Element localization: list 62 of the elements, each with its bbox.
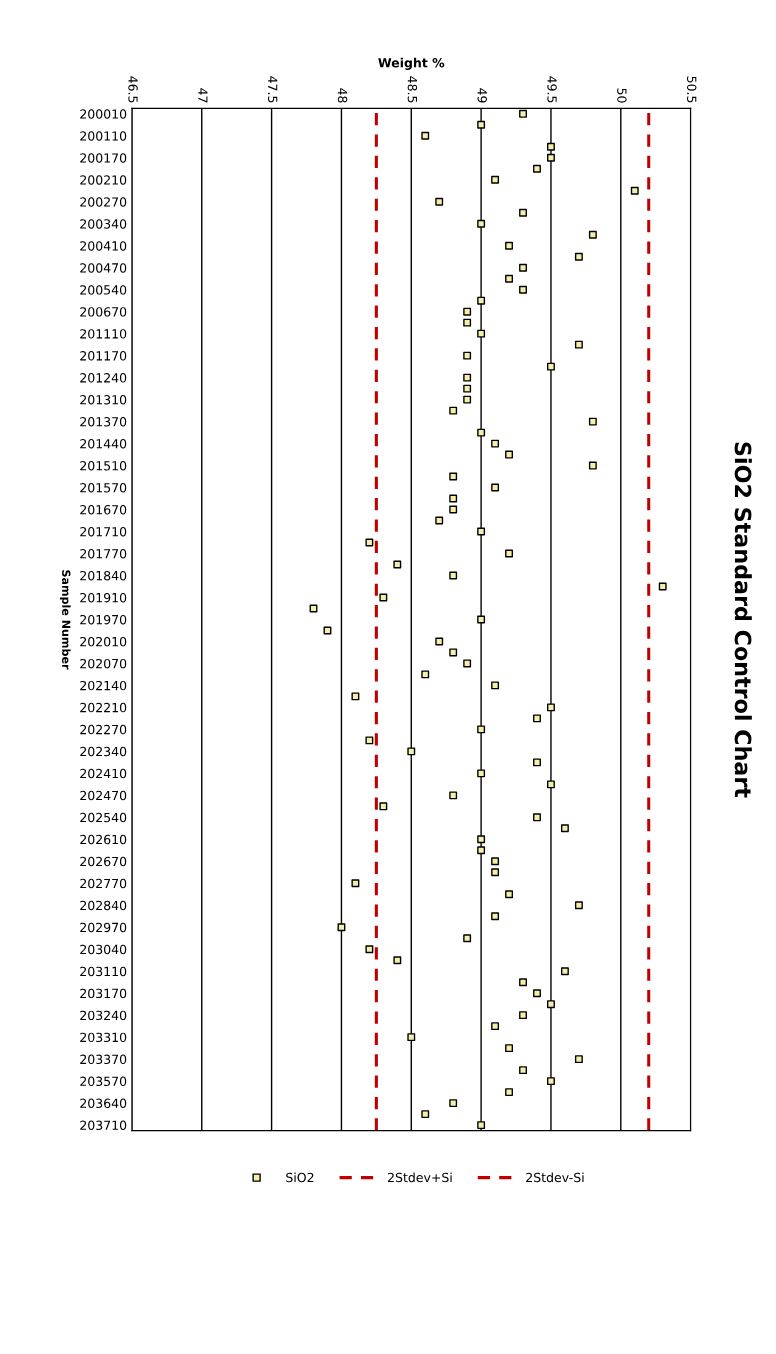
text: SiO2 Standard Control Chart — [734, 442, 752, 798]
legend-label: 2Stdev+Si — [388, 1172, 452, 1183]
y-tick-label: 201110 — [80, 329, 127, 339]
y-tick-label: 203240 — [80, 1010, 127, 1021]
y-tick-label: 201710 — [80, 526, 127, 537]
y-tick-label: 202610 — [80, 834, 127, 845]
x-tick-label: 50.5 — [687, 76, 697, 103]
y-tick-label: 200410 — [80, 241, 127, 251]
y-tick-label: 202140 — [80, 680, 127, 691]
y-tick-label: 200670 — [80, 307, 127, 317]
y-tick-label: 202840 — [80, 900, 127, 911]
y-tick-label: 200170 — [80, 153, 127, 163]
y-tick-label: 203640 — [80, 1098, 127, 1109]
x-tick-label: 47 — [198, 88, 208, 103]
x-tick-label: 48 — [337, 88, 348, 103]
x-tick-label: 49.5 — [547, 76, 557, 103]
y-tick-label: 201440 — [80, 439, 127, 449]
y-tick-label: 202270 — [80, 724, 127, 735]
y-axis-title: Sample Number — [59, 570, 71, 670]
y-tick-label: 203710 — [80, 1120, 127, 1131]
y-tick-label: 202470 — [80, 790, 127, 801]
y-tick-label: 201910 — [80, 592, 127, 603]
y-tick-label: 202670 — [80, 856, 127, 867]
y-tick-label: 201310 — [80, 395, 127, 405]
y-tick-label: 202340 — [80, 746, 127, 757]
x-tick-label: 50 — [617, 88, 627, 103]
y-tick-label: 201170 — [80, 351, 127, 361]
x-tick-label: 48.5 — [407, 76, 418, 103]
y-tick-label: 201240 — [80, 373, 127, 383]
y-tick-label: 203310 — [80, 1032, 127, 1043]
y-tick-label: 201570 — [80, 483, 127, 493]
y-tick-label: 201770 — [80, 548, 127, 559]
y-tick-label: 200540 — [80, 285, 127, 295]
y-tick-label: 203040 — [80, 944, 127, 955]
y-tick-label: 202970 — [80, 922, 127, 933]
y-tick-label: 201840 — [80, 570, 127, 581]
x-axis-title: Weight % — [378, 57, 445, 70]
y-tick-label: 203110 — [80, 966, 127, 977]
legend-label: 2Stdev-Si — [526, 1172, 584, 1183]
y-tick-label: 202010 — [80, 636, 127, 647]
y-tick-label: 200110 — [80, 131, 127, 141]
y-tick-label: 200010 — [80, 109, 127, 119]
y-tick-label: 201370 — [80, 417, 127, 427]
y-tick-label: 202410 — [80, 768, 127, 779]
x-tick-label: 47.5 — [267, 76, 278, 103]
y-tick-label: 203370 — [80, 1054, 127, 1065]
y-tick-label: 200270 — [80, 197, 127, 207]
y-tick-label: 202070 — [80, 658, 127, 669]
y-tick-label: 200340 — [80, 219, 127, 229]
y-tick-label: 203170 — [80, 988, 127, 999]
y-tick-label: 200210 — [80, 175, 127, 185]
y-tick-label: 203570 — [80, 1076, 127, 1087]
legend-label: SiO2 — [286, 1172, 314, 1183]
y-tick-label: 200470 — [80, 263, 127, 273]
y-tick-label: 202540 — [80, 812, 127, 823]
y-tick-label: 202770 — [80, 878, 127, 889]
y-tick-label: 201970 — [80, 614, 127, 625]
y-tick-label: 201510 — [80, 461, 127, 471]
x-tick-label: 46.5 — [128, 76, 138, 103]
y-tick-label: 201670 — [80, 505, 127, 515]
y-tick-label: 202210 — [80, 702, 127, 713]
x-tick-label: 49 — [477, 88, 487, 103]
